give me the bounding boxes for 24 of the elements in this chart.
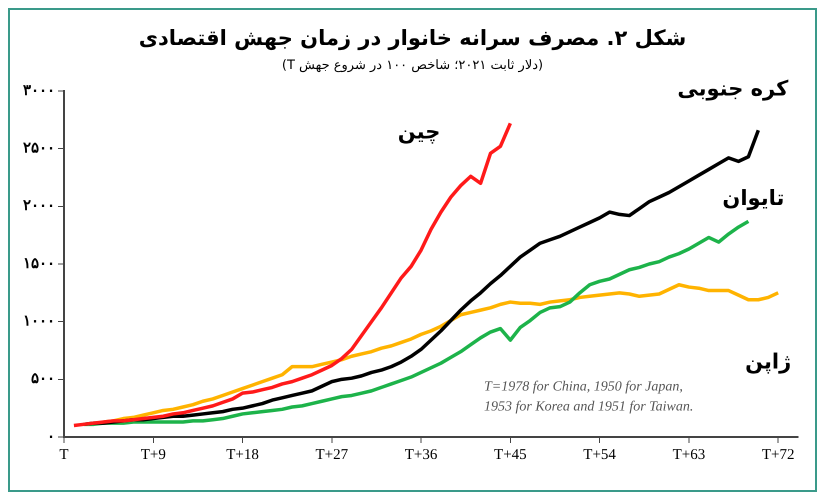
y-tick-label: ۱۵۰۰	[23, 256, 55, 272]
y-tick-label: ۲۰۰۰	[23, 198, 55, 214]
x-tick-label: T+18	[226, 446, 259, 463]
x-tick-label: T+27	[316, 446, 349, 463]
x-tick-label: T+9	[140, 446, 166, 463]
text: چین	[398, 120, 440, 145]
y-tick-label: ۲۵۰۰	[23, 140, 55, 157]
x-tick-label: T+54	[583, 446, 616, 463]
y-tick-label: ۱۰۰۰	[23, 314, 55, 330]
y-tick-label: ۵۰۰	[31, 371, 55, 388]
chart-title: شکل ۲. مصرف سرانه خانوار در زمان جهش اقتصادی	[138, 26, 688, 50]
x-tick-label: T+63	[672, 446, 706, 463]
y-tick-label: ۳۰۰۰	[23, 82, 55, 99]
x-tick-label: T+72	[762, 446, 794, 463]
series-label: تایوان	[722, 186, 784, 211]
x-tick-label: T	[59, 446, 69, 463]
annotation: T=1978 for China, 1950 for Japan,	[484, 380, 683, 395]
annotation: 1953 for Korea and 1951 for Taiwan.	[484, 400, 694, 415]
y-tick-label: ۰	[47, 428, 55, 445]
text: ژاپن	[745, 349, 792, 374]
chart-subtitle: (دلار ثابت ۲۰۲۱؛ شاخص ۱۰۰ در شروع جهش T)	[280, 58, 544, 73]
x-tick-label: T+45	[494, 446, 527, 463]
text: کره جنوبی	[677, 76, 790, 102]
x-tick-label: T+36	[404, 446, 438, 463]
